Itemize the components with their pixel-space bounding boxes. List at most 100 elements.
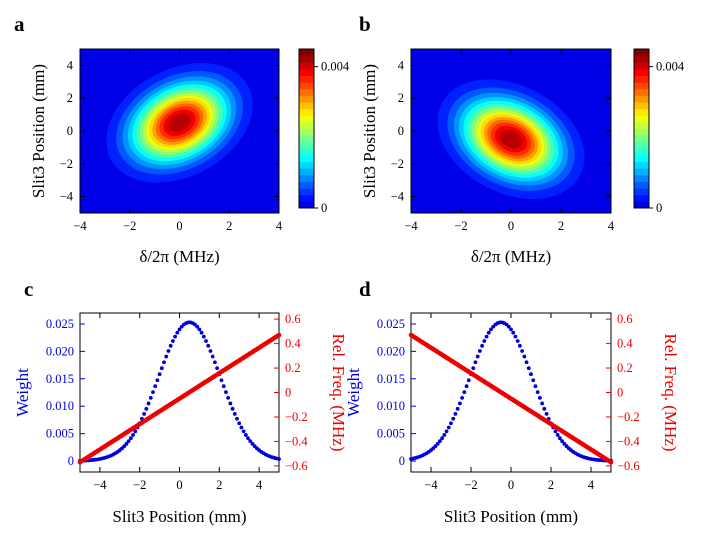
colorbar-segment: [634, 161, 649, 169]
data-point: [446, 425, 451, 430]
data-point: [451, 416, 456, 421]
data-point: [557, 436, 562, 441]
colorbar-segment: [634, 88, 649, 96]
data-point: [540, 401, 545, 406]
x-tick-label: 2: [548, 478, 554, 492]
y-left-tick-label: 0.025: [377, 317, 405, 331]
x-tick-label: 2: [216, 478, 222, 492]
y-tick-label: 2: [398, 91, 404, 105]
data-point: [517, 343, 522, 348]
colorbar-segment: [299, 62, 314, 70]
y-left-tick-label: 0.015: [377, 372, 405, 386]
plot-frame: [79, 312, 280, 473]
data-point: [544, 412, 549, 416]
colorbar-segment: [634, 75, 649, 83]
colorbar-segment: [634, 121, 649, 129]
data-point: [235, 416, 239, 421]
data-point: [221, 384, 226, 389]
data-point: [151, 390, 155, 395]
colorbar-segment: [634, 181, 649, 189]
y-left-tick-label: 0: [68, 454, 74, 468]
panel-label-d: d: [359, 277, 371, 301]
data-point: [486, 330, 491, 335]
y-right-tick-label: 0.6: [617, 312, 633, 326]
x-tick-label: −4: [424, 478, 438, 492]
data-point: [482, 339, 487, 343]
data-point: [433, 444, 438, 449]
data-point: [177, 327, 182, 332]
colorbar-segment: [299, 168, 314, 176]
colorbar-segment: [634, 148, 649, 156]
y-tick-label: 4: [67, 58, 74, 72]
y-axis-title: Slit3 Position (mm): [360, 64, 379, 198]
data-point: [131, 433, 135, 437]
data-point: [215, 366, 219, 371]
data-point: [489, 327, 493, 332]
y-right-tick-label: −0.6: [285, 459, 308, 473]
y-tick-label: 4: [398, 58, 405, 72]
x-tick-label: 2: [226, 219, 232, 233]
y-right-tick-label: 0.2: [285, 361, 301, 375]
colorbar-segment: [299, 128, 314, 136]
data-point: [449, 421, 453, 426]
series-linear: [408, 332, 614, 465]
data-point: [553, 429, 558, 434]
data-point: [164, 354, 169, 359]
data-point: [210, 354, 215, 359]
colorbar-tick-label: 0: [656, 201, 662, 215]
contour-level: [499, 129, 523, 149]
colorbar-segment: [634, 141, 649, 149]
data-point: [442, 433, 447, 437]
x-tick-label: 2: [558, 219, 564, 233]
colorbar-segment: [299, 181, 314, 189]
data-point: [542, 406, 547, 411]
y-right-tick-label: 0: [285, 386, 291, 400]
data-point: [239, 425, 244, 430]
data-point: [529, 372, 533, 377]
data-point: [237, 421, 242, 426]
y-tick-label: −2: [60, 157, 73, 171]
y-tick-label: 0: [67, 124, 73, 138]
series-gaussian: [78, 320, 281, 463]
data-point: [146, 401, 151, 406]
x-axis-title: Slit3 Position (mm): [112, 507, 246, 526]
data-point: [195, 324, 200, 329]
colorbar-segment: [299, 188, 314, 196]
panel-label-c: c: [24, 277, 33, 301]
panel-label-a: a: [14, 12, 25, 36]
data-point: [475, 354, 480, 359]
colorbar-segment: [299, 201, 314, 209]
x-tick-label: 0: [176, 219, 182, 233]
colorbar-segment: [634, 128, 649, 136]
y-right-tick-label: 0.2: [617, 361, 633, 375]
y-left-axis-title: Weight: [13, 368, 32, 417]
colorbar-segment: [299, 102, 314, 110]
data-point: [522, 354, 527, 359]
y-left-tick-label: 0.010: [46, 399, 74, 413]
data-point: [535, 390, 540, 395]
x-tick-label: −2: [464, 478, 477, 492]
x-tick-label: −2: [133, 478, 146, 492]
colorbar-segment: [634, 82, 649, 90]
data-point: [201, 334, 206, 339]
colorbar-segment: [634, 194, 649, 202]
data-point: [484, 334, 489, 339]
data-point: [460, 395, 465, 400]
data-point: [477, 349, 482, 353]
y-right-tick-label: 0.4: [285, 337, 301, 351]
panel-d: d −4 −2 0 2 4 0 0.005 0.010 0.015 0.020 0.025 −0.6 −0…: [344, 277, 680, 526]
y-tick-label: 2: [67, 91, 73, 105]
colorbar-segment: [634, 55, 649, 63]
x-tick-label: 4: [588, 478, 595, 492]
data-point: [208, 349, 213, 353]
data-point: [148, 395, 153, 400]
colorbar-segment: [634, 168, 649, 176]
colorbar-segment: [299, 49, 314, 57]
y-left-tick-label: 0.020: [46, 344, 74, 358]
data-point: [175, 330, 180, 335]
y-left-tick-label: 0.005: [377, 427, 405, 441]
data-point: [246, 436, 250, 441]
series-linear: [77, 332, 282, 465]
colorbar: 0 0.004: [633, 48, 685, 215]
